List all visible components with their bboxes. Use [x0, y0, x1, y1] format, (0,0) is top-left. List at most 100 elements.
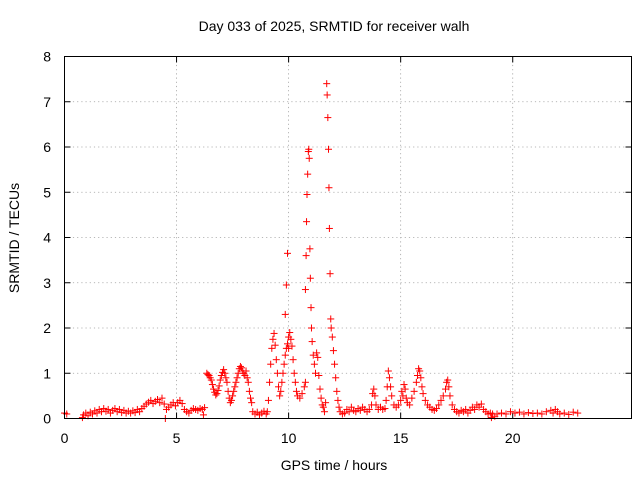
data-point	[565, 410, 573, 418]
data-point	[322, 399, 330, 407]
data-point	[345, 408, 353, 416]
data-point	[283, 249, 291, 257]
data-point	[385, 374, 393, 382]
data-point	[406, 401, 414, 409]
data-point	[574, 409, 582, 417]
data-point	[320, 408, 328, 416]
data-point	[233, 374, 241, 382]
data-point	[306, 274, 314, 282]
data-point	[515, 408, 523, 416]
data-point	[279, 369, 287, 377]
data-point	[324, 114, 332, 122]
data-point	[264, 396, 272, 404]
data-point	[325, 145, 333, 153]
data-point	[208, 381, 216, 389]
data-point	[158, 394, 166, 402]
data-point	[487, 414, 495, 422]
data-point	[394, 401, 402, 409]
data-point	[281, 351, 289, 359]
data-point	[156, 399, 164, 407]
data-point	[270, 329, 278, 337]
data-point	[221, 369, 229, 377]
data-point	[287, 335, 295, 343]
data-point	[446, 392, 454, 400]
data-point	[230, 387, 238, 395]
data-point	[282, 281, 290, 289]
data-point	[533, 409, 541, 417]
data-point	[306, 245, 314, 253]
data-point	[210, 385, 218, 393]
data-point	[315, 372, 323, 380]
data-point	[371, 392, 379, 400]
data-point	[408, 394, 416, 402]
data-point	[416, 367, 424, 375]
data-point	[400, 381, 408, 389]
data-point	[243, 374, 251, 382]
data-point	[281, 310, 289, 318]
data-point	[291, 378, 299, 386]
data-point	[471, 405, 479, 413]
data-point	[328, 333, 336, 341]
data-point	[325, 184, 333, 192]
data-point	[302, 252, 310, 260]
data-point	[298, 390, 306, 398]
data-point	[477, 400, 485, 408]
data-point	[437, 396, 445, 404]
data-point	[301, 286, 309, 294]
data-point	[538, 410, 546, 418]
data-point	[323, 91, 331, 99]
y-tick-label: 4	[43, 230, 51, 246]
data-point	[238, 364, 246, 372]
data-point	[213, 390, 221, 398]
plot-frame	[64, 56, 632, 419]
data-point	[277, 387, 285, 395]
x-axis-title: GPS time / hours	[281, 457, 388, 473]
data-point	[223, 378, 231, 386]
data-point	[542, 408, 550, 416]
data-point	[178, 400, 186, 408]
y-tick-label: 0	[43, 411, 51, 427]
data-point	[93, 409, 101, 417]
data-point	[272, 356, 280, 364]
data-point	[222, 374, 230, 382]
data-point	[244, 378, 252, 386]
data-point	[271, 341, 279, 349]
data-point	[401, 385, 409, 393]
data-point	[263, 408, 271, 416]
data-point	[327, 315, 335, 323]
data-point	[215, 382, 223, 390]
data-point	[266, 378, 274, 386]
data-point	[280, 360, 288, 368]
data-point	[439, 392, 447, 400]
y-tick-label: 1	[43, 365, 51, 381]
data-point	[303, 191, 311, 199]
x-tick-label: 5	[173, 430, 181, 446]
data-point	[417, 374, 425, 382]
data-point	[502, 410, 510, 418]
x-tick-label: 15	[393, 430, 409, 446]
data-point	[387, 383, 395, 391]
data-point	[247, 394, 255, 402]
data-point	[220, 366, 228, 374]
data-point	[245, 387, 253, 395]
x-tick-label: 10	[281, 430, 297, 446]
data-point	[313, 349, 321, 357]
data-point	[334, 396, 342, 404]
data-point	[289, 356, 297, 364]
x-tick-label: 0	[61, 430, 69, 446]
data-point	[300, 383, 308, 391]
chart-title: Day 033 of 2025, SRMTID for receiver wal…	[199, 18, 470, 34]
axis-tick-labels: 0 5 10 15 20 0 1 2 3 4 5 6 7 8	[43, 49, 521, 447]
data-point	[304, 170, 312, 178]
data-point	[214, 386, 222, 394]
data-point	[365, 405, 373, 413]
data-point	[445, 383, 453, 391]
data-point	[319, 403, 327, 411]
data-point	[329, 347, 337, 355]
y-axis-title: SRMTID / TECUs	[6, 183, 22, 293]
data-point	[269, 335, 277, 343]
data-point	[419, 390, 427, 398]
data-point	[316, 385, 324, 393]
data-point	[382, 396, 390, 404]
data-point	[216, 376, 224, 384]
